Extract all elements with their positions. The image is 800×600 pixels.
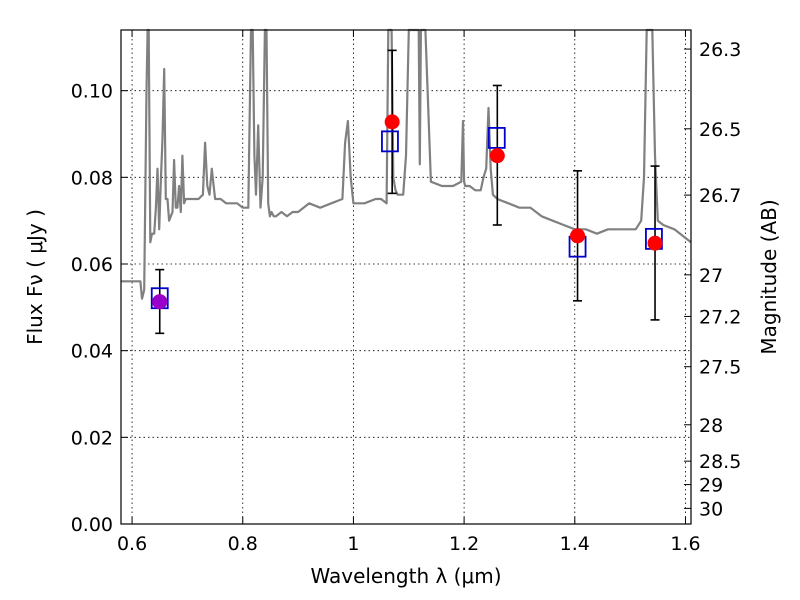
y-tick-label: 0.06 bbox=[71, 254, 113, 276]
observed-flux-point bbox=[489, 148, 505, 164]
magnitude-tick-label: 27.2 bbox=[699, 306, 741, 328]
y-tick-label: 0.04 bbox=[71, 341, 113, 363]
observed-flux-point bbox=[384, 114, 400, 130]
x-tick-label: 0.8 bbox=[228, 533, 258, 555]
plot-frame bbox=[120, 29, 692, 525]
magnitude-tick-label: 27 bbox=[699, 265, 723, 287]
x-axis: 0.6 0.8 1 1.2 1.4 1.6 bbox=[117, 30, 701, 555]
magnitude-tick-label: 27.5 bbox=[699, 357, 741, 379]
magnitude-axis-title: Magnitude (AB) bbox=[757, 199, 781, 354]
x-tick-label: 1 bbox=[347, 533, 359, 555]
magnitude-tick-label: 30 bbox=[699, 498, 723, 520]
magnitude-tick-label: 28 bbox=[699, 415, 723, 437]
x-tick-label: 1.6 bbox=[670, 533, 700, 555]
grid bbox=[121, 30, 691, 525]
magnitude-tick-label: 26.7 bbox=[699, 185, 741, 207]
y-axis: 0.00 0.02 0.04 0.06 0.08 0.10 bbox=[71, 81, 128, 536]
y-tick-label: 0.08 bbox=[71, 167, 113, 189]
model-photometry-square bbox=[487, 127, 506, 149]
y-axis-title: Flux Fν ( μJy ) bbox=[23, 209, 47, 345]
magnitude-tick-label: 29 bbox=[699, 475, 723, 497]
overlap-flux-point bbox=[152, 294, 168, 310]
spectrum-layer bbox=[121, 28, 692, 300]
model-photometry-square bbox=[381, 130, 399, 153]
observed-flux-point bbox=[570, 228, 586, 244]
x-tick-label: 0.6 bbox=[117, 533, 147, 555]
magnitude-tick-label: 26.3 bbox=[699, 39, 741, 61]
observed-flux-point bbox=[647, 235, 663, 251]
x-tick-label: 1.2 bbox=[449, 533, 479, 555]
magnitude-tick-label: 28.5 bbox=[699, 451, 741, 473]
magnitude-tick-label: 26.5 bbox=[699, 119, 741, 141]
x-tick-label: 1.4 bbox=[560, 533, 590, 555]
x-axis-title: Wavelength λ (μm) bbox=[310, 564, 501, 588]
marker-layer bbox=[150, 114, 663, 310]
spectrum-line bbox=[121, 28, 692, 300]
y-tick-label: 0.00 bbox=[71, 514, 113, 536]
y-tick-label: 0.02 bbox=[71, 427, 113, 449]
y-tick-label: 0.10 bbox=[71, 81, 113, 103]
